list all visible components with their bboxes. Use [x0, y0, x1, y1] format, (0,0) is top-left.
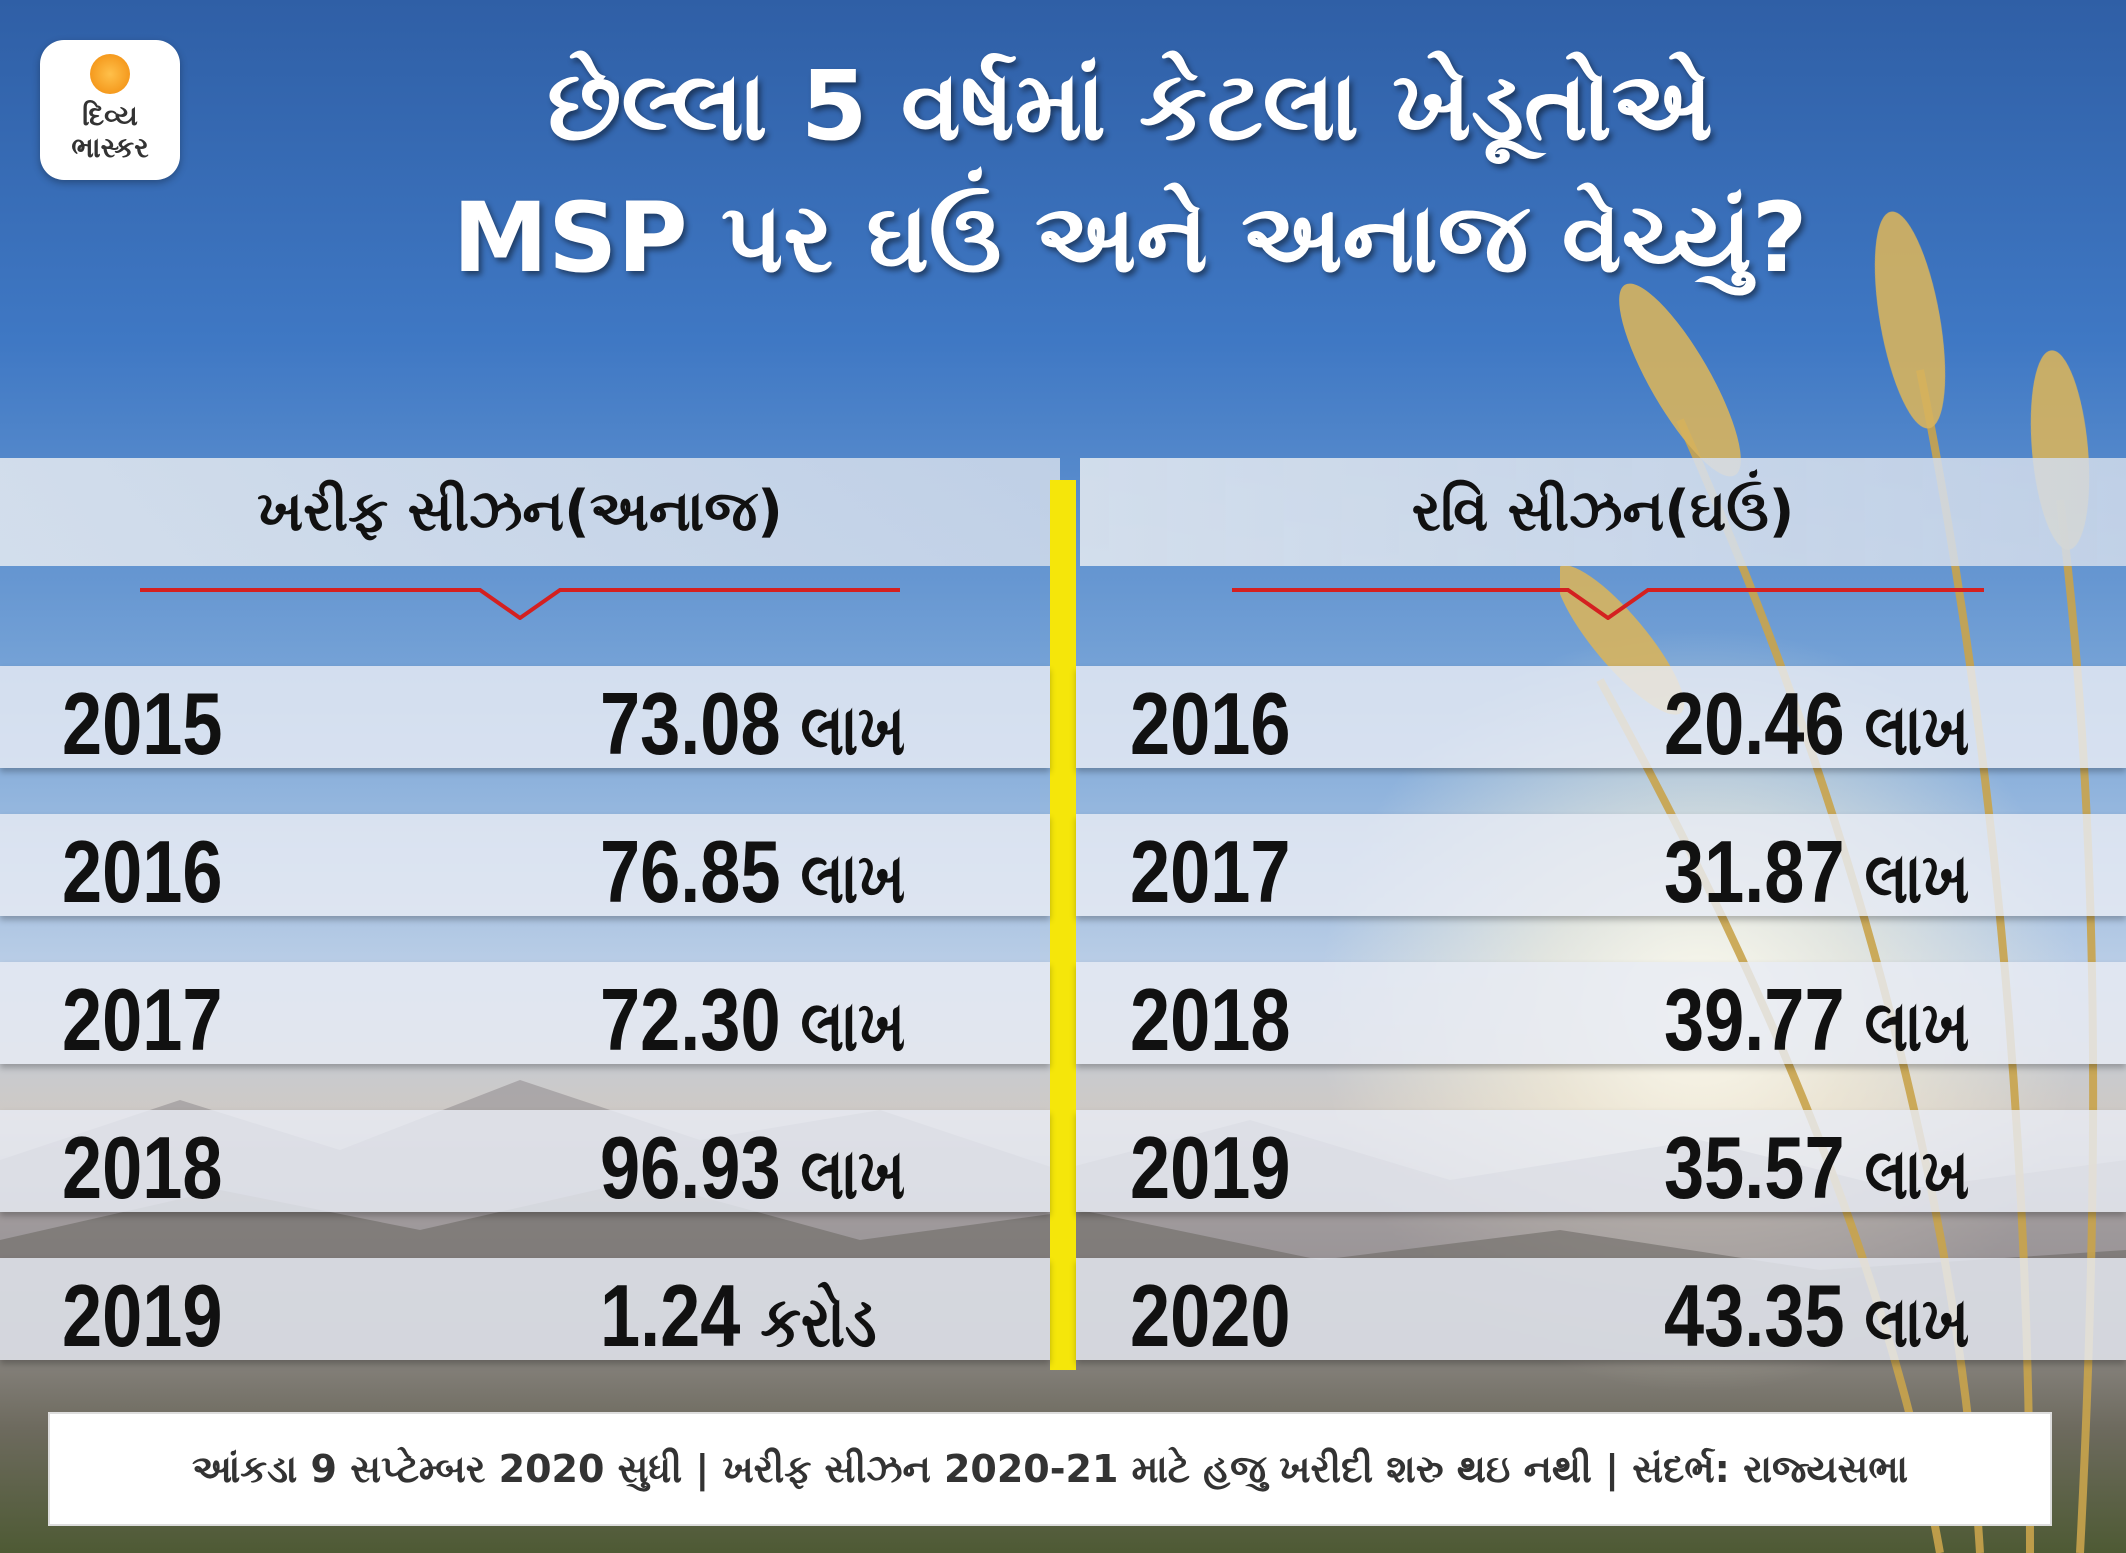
rabi-year: 2020 [1130, 1266, 1291, 1365]
title-line-1: છેલ્લા 5 વર્ષમાં કેટલા ખેડૂતોએ [547, 50, 1713, 162]
kharif-header-label: ખરીફ સીઝન(અનાજ) [257, 479, 783, 544]
logo-text: દિવ્ય ભાસ્કર [71, 99, 149, 164]
kharif-row: 2018 96.93 લાખ [0, 1110, 1050, 1217]
rabi-value: 39.77 લાખ [1664, 970, 1970, 1069]
kharif-header: ખરીફ સીઝન(અનાજ) [0, 458, 1060, 566]
kharif-row: 2019 1.24 કરોડ [0, 1258, 1050, 1365]
kharif-value: 96.93 લાખ [600, 1118, 906, 1217]
rabi-value: 43.35 લાખ [1664, 1266, 1970, 1365]
kharif-value: 76.85 લાખ [600, 822, 906, 921]
kharif-year: 2016 [62, 822, 223, 921]
rabi-year: 2017 [1130, 822, 1291, 921]
page-title: છેલ્લા 5 વર્ષમાં કેટલા ખેડૂતોએ MSP પર ઘઉ… [200, 40, 2060, 304]
rabi-value: 35.57 લાખ [1664, 1118, 1970, 1217]
rabi-year: 2016 [1130, 674, 1291, 773]
source-footer: આંકડા 9 સપ્ટેમ્બર 2020 સુધી | ખરીફ સીઝન … [48, 1412, 2052, 1526]
rabi-header-label: રવિ સીઝન(ઘઉં) [1411, 479, 1795, 544]
sun-icon [90, 54, 130, 94]
rabi-value: 31.87 લાખ [1664, 822, 1970, 921]
rabi-row: 2019 35.57 લાખ [1076, 1110, 2126, 1217]
rabi-row: 2017 31.87 લાખ [1076, 814, 2126, 921]
rabi-underline-chevron [1232, 588, 1984, 620]
rabi-value: 20.46 લાખ [1664, 674, 1970, 773]
rabi-row: 2018 39.77 લાખ [1076, 962, 2126, 1069]
kharif-row: 2017 72.30 લાખ [0, 962, 1050, 1069]
kharif-value: 1.24 કરોડ [600, 1266, 877, 1365]
rabi-year: 2019 [1130, 1118, 1291, 1217]
kharif-underline-chevron [140, 588, 900, 620]
kharif-year: 2019 [62, 1266, 223, 1365]
title-line-2: MSP પર ઘઉં અને અનાજ વેચ્યું? [452, 182, 1808, 294]
kharif-row: 2016 76.85 લાખ [0, 814, 1050, 921]
rabi-row: 2020 43.35 લાખ [1076, 1258, 2126, 1365]
kharif-year: 2018 [62, 1118, 223, 1217]
divya-bhaskar-logo: દિવ્ય ભાસ્કર [40, 40, 180, 180]
rabi-header: રવિ સીઝન(ઘઉં) [1080, 458, 2126, 566]
rabi-year: 2018 [1130, 970, 1291, 1069]
kharif-year: 2017 [62, 970, 223, 1069]
kharif-value: 72.30 લાખ [600, 970, 906, 1069]
column-divider [1050, 480, 1076, 1370]
kharif-year: 2015 [62, 674, 223, 773]
kharif-value: 73.08 લાખ [600, 674, 906, 773]
rabi-row: 2016 20.46 લાખ [1076, 666, 2126, 773]
footer-note: આંકડા 9 સપ્ટેમ્બર 2020 સુધી | ખરીફ સીઝન … [191, 1447, 1909, 1491]
kharif-row: 2015 73.08 લાખ [0, 666, 1050, 773]
